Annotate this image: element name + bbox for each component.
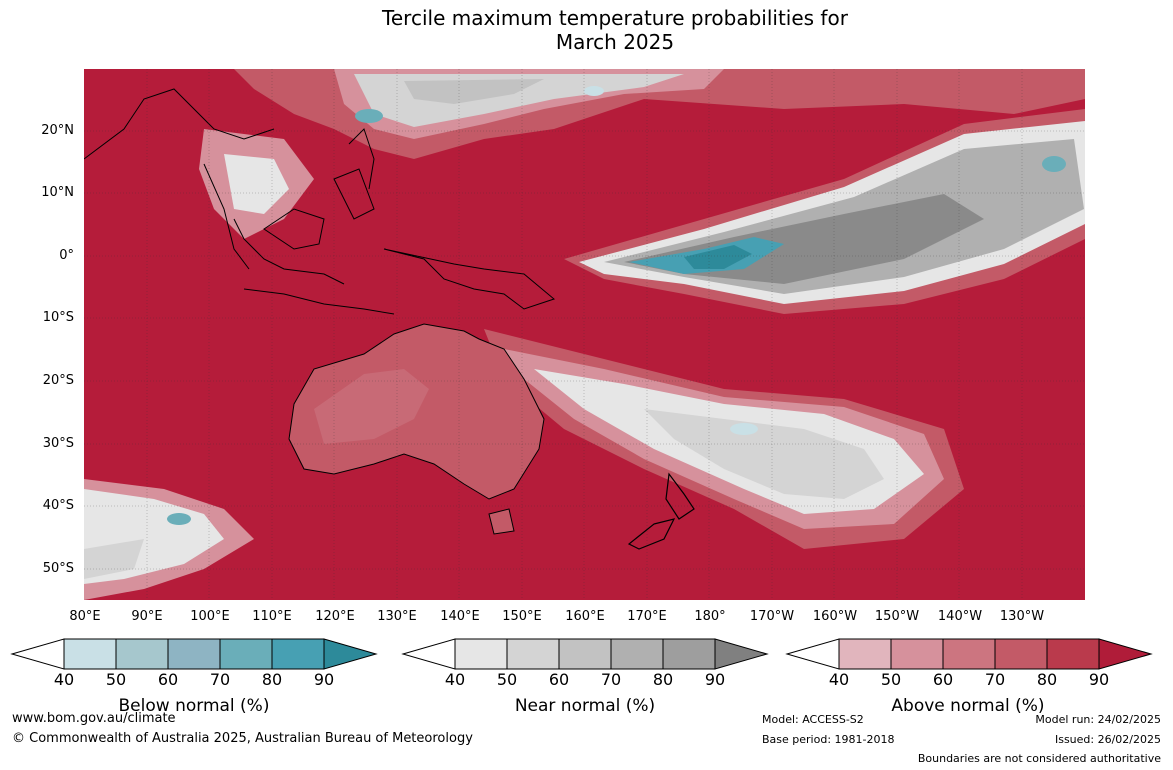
map-title: Tercile maximum temperature probabilitie… (0, 6, 1173, 54)
below-tick-90: 90 (313, 670, 335, 689)
below-tick-40: 40 (53, 670, 75, 689)
below-normal-colorbar (10, 638, 378, 670)
above-tick-40: 40 (828, 670, 850, 689)
issued-text: Issued: 26/02/2025 (1054, 733, 1161, 746)
lon-label-110e: 110°E (252, 609, 292, 624)
se-asia-coastlines (84, 88, 556, 315)
above-tick-90: 90 (1088, 670, 1110, 689)
north-mixed-region (199, 69, 1085, 239)
below-tick-50: 50 (105, 670, 127, 689)
lon-label-150w: 150°W (874, 609, 920, 624)
lat-label-40s: 40°S (42, 498, 74, 513)
lon-label-90e: 90°E (131, 609, 163, 624)
lon-label-150e: 150°E (502, 609, 542, 624)
above-normal-title: Above normal (%) (891, 696, 1045, 716)
lon-label-170w: 170°W (749, 609, 795, 624)
lat-label-20n: 20°N (41, 123, 74, 138)
near-tick-70: 70 (600, 670, 622, 689)
above-tick-50: 50 (880, 670, 902, 689)
near-normal-title: Near normal (%) (514, 696, 656, 716)
near-normal-colorbar (401, 638, 769, 670)
lon-label-80e: 80°E (69, 609, 101, 624)
lat-label-50s: 50°S (42, 561, 74, 576)
lon-label-140e: 140°E (440, 609, 480, 624)
base-period-text: Base period: 1981-2018 (762, 733, 895, 746)
below-normal-title: Below normal (%) (118, 696, 270, 716)
above-tick-70: 70 (984, 670, 1006, 689)
lon-label-130w: 130°W (999, 609, 1045, 624)
below-tick-60: 60 (157, 670, 179, 689)
copyright-text: © Commonwealth of Australia 2025, Austra… (12, 731, 473, 746)
near-tick-50: 50 (496, 670, 518, 689)
lon-label-180: 180° (694, 609, 726, 624)
near-tick-80: 80 (652, 670, 674, 689)
probability-map (84, 69, 1085, 600)
title-line-2: March 2025 (555, 30, 675, 54)
lon-label-140w: 140°W (937, 609, 983, 624)
lat-label-10n: 10°N (41, 185, 74, 200)
above-normal-colorbar (785, 638, 1153, 670)
australia-region (288, 323, 545, 535)
near-tick-60: 60 (548, 670, 570, 689)
new-zealand (627, 472, 695, 550)
model-text: Model: ACCESS-S2 (762, 713, 864, 726)
lon-label-130e: 130°E (377, 609, 417, 624)
near-tick-40: 40 (444, 670, 466, 689)
lon-label-120e: 120°E (315, 609, 355, 624)
gridlines (84, 69, 1085, 600)
below-tick-80: 80 (261, 670, 283, 689)
model-run-text: Model run: 24/02/2025 (1035, 713, 1161, 726)
title-line-1: Tercile maximum temperature probabilitie… (382, 6, 848, 30)
near-tick-90: 90 (704, 670, 726, 689)
above-tick-80: 80 (1036, 670, 1058, 689)
lon-label-170e: 170°E (627, 609, 667, 624)
map-canvas (84, 69, 1085, 600)
above-tick-60: 60 (932, 670, 954, 689)
lon-label-100e: 100°E (190, 609, 230, 624)
pacific-tongue (564, 109, 1085, 314)
website-link[interactable]: www.bom.gov.au/climate (12, 711, 176, 726)
below-tick-70: 70 (209, 670, 231, 689)
lat-label-30s: 30°S (42, 436, 74, 451)
lon-label-160w: 160°W (812, 609, 858, 624)
lat-label-0: 0° (59, 248, 74, 263)
lat-label-20s: 20°S (42, 373, 74, 388)
lat-label-10s: 10°S (42, 310, 74, 325)
lon-label-160e: 160°E (565, 609, 605, 624)
disclaimer-text: Boundaries are not considered authoritat… (917, 752, 1161, 765)
